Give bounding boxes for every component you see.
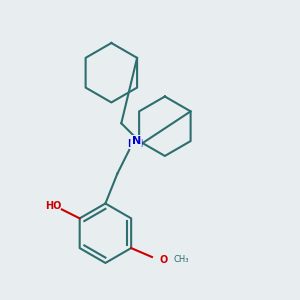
- Text: N: N: [131, 136, 141, 146]
- Text: HO: HO: [45, 202, 61, 212]
- Text: NH: NH: [127, 139, 143, 149]
- Text: O: O: [160, 255, 168, 265]
- Text: CH₃: CH₃: [174, 256, 189, 265]
